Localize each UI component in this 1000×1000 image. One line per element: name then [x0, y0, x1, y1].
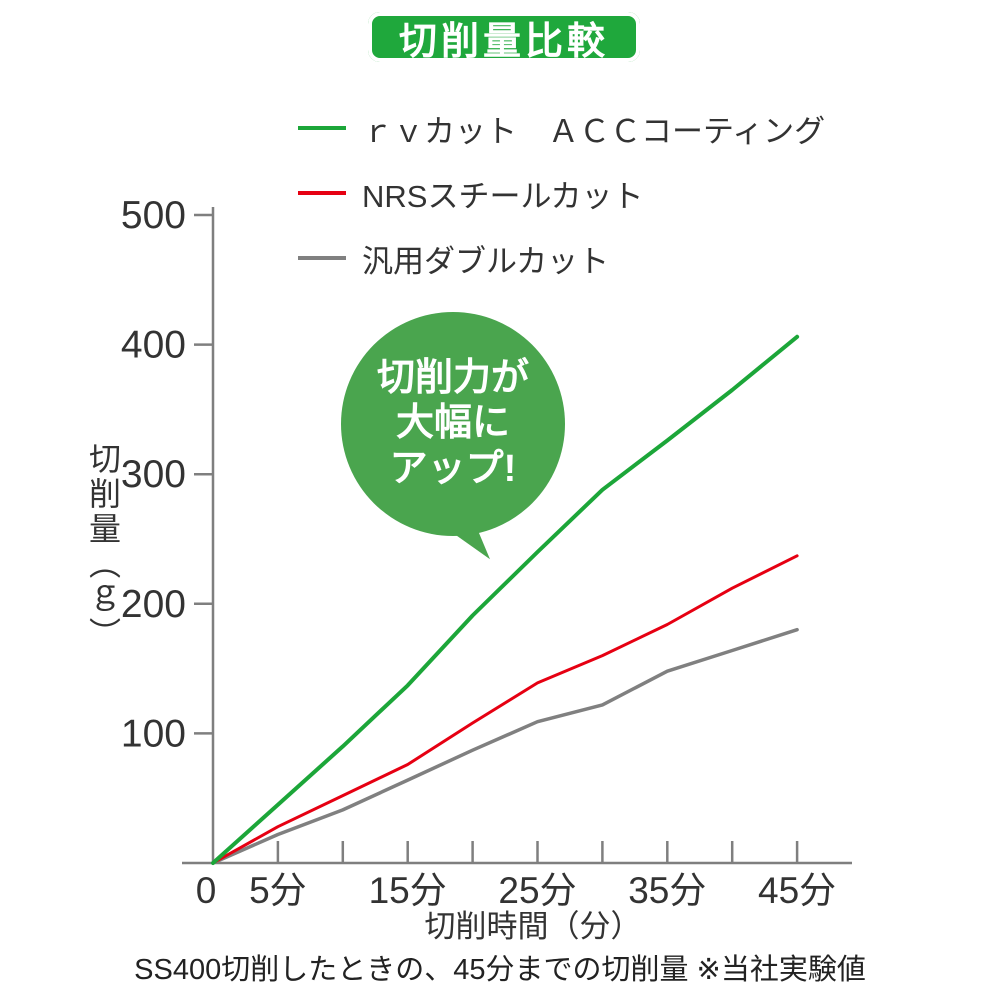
- chart-title: 切削量比較: [398, 20, 609, 63]
- tick-label: 100: [121, 712, 186, 755]
- tick-label: 45分: [758, 870, 836, 911]
- legend-label: ｒｖカット ＡＣＣコーティング: [362, 113, 826, 149]
- legend-swatch-green-line: [298, 126, 346, 130]
- legend-item-double-cut: 汎用ダブルカット: [298, 236, 825, 280]
- tick-label: 35分: [628, 870, 706, 911]
- legend-label: 汎用ダブルカット: [362, 243, 610, 279]
- tick-label: 200: [121, 583, 186, 626]
- legend-swatch-gray-line: [298, 256, 346, 260]
- tick-label: 300: [121, 453, 186, 496]
- tick-label: 5分: [249, 870, 307, 911]
- tick-label: 25分: [498, 870, 576, 911]
- tick-label: 400: [121, 324, 186, 367]
- tick-label: 0: [196, 870, 217, 911]
- legend: ｒｖカット ＡＣＣコーティング NRSスチールカット 汎用ダブルカット: [298, 106, 825, 301]
- callout-text-line: 切削力が: [376, 356, 529, 399]
- callout-text-line: アップ!: [389, 447, 517, 490]
- legend-label: NRSスチールカット: [362, 178, 644, 214]
- tick-label: 15分: [369, 870, 447, 911]
- data-series-line: [211, 334, 800, 865]
- legend-item-rv-cut: ｒｖカット ＡＣＣコーティング: [298, 106, 825, 150]
- data-series-line: [211, 554, 799, 865]
- chart-title-badge: 切削量比較: [368, 12, 640, 63]
- callout-text-line: 大幅に: [395, 402, 510, 445]
- tick-label: 500: [121, 194, 186, 237]
- data-series-line: [211, 627, 799, 865]
- legend-swatch-red-line: [298, 191, 346, 195]
- callout-bubble: 切削力が 大幅に アップ!: [341, 312, 565, 536]
- legend-item-nrs-steel-cut: NRSスチールカット: [298, 171, 825, 215]
- y-axis-title: 切削量（ｇ）: [85, 442, 121, 652]
- footnote-caption: SS400切削したときの、45分までの切削量 ※当社実験値: [134, 954, 866, 986]
- x-axis-title: 切削時間（分）: [424, 909, 642, 944]
